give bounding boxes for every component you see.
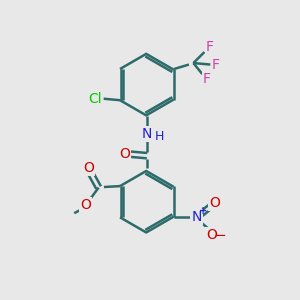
Text: F: F bbox=[203, 72, 211, 86]
Text: O: O bbox=[83, 161, 94, 175]
Text: Cl: Cl bbox=[88, 92, 101, 106]
Text: −: − bbox=[213, 228, 226, 243]
Text: H: H bbox=[155, 130, 164, 143]
Text: +: + bbox=[199, 206, 207, 216]
Text: O: O bbox=[206, 228, 217, 242]
Text: O: O bbox=[119, 147, 130, 161]
Text: N: N bbox=[142, 127, 152, 141]
Text: N: N bbox=[191, 210, 202, 224]
Text: F: F bbox=[206, 40, 214, 54]
Text: O: O bbox=[209, 196, 220, 210]
Text: O: O bbox=[80, 198, 91, 212]
Text: F: F bbox=[212, 58, 220, 71]
